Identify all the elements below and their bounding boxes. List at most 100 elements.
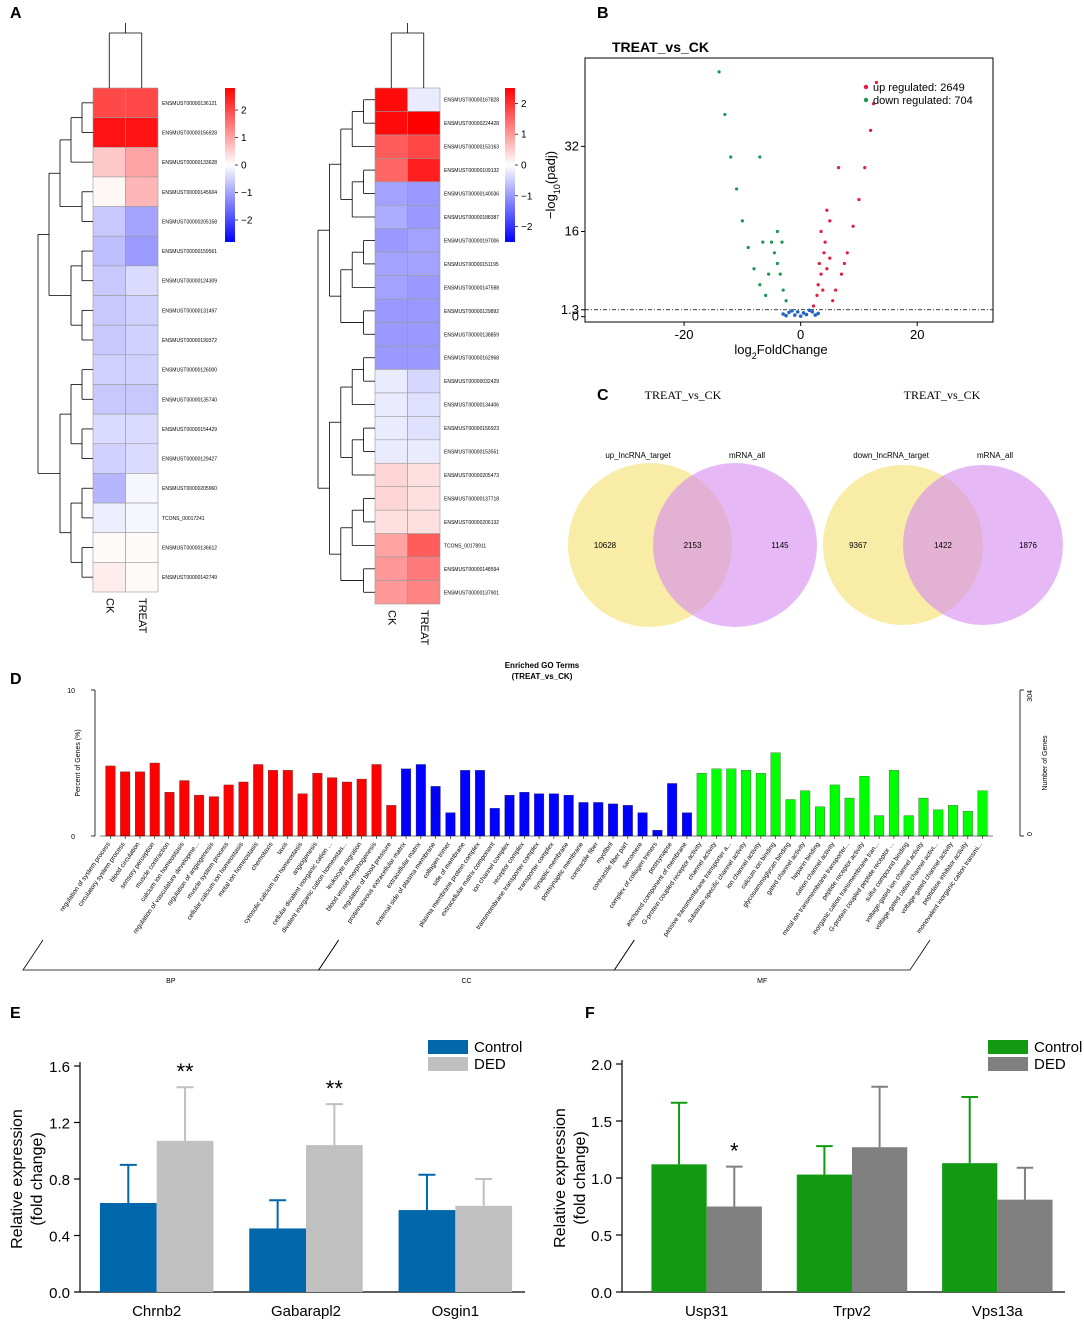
y-tick-label: 0.0 (49, 1285, 70, 1302)
color-tick-label: 0 (241, 161, 247, 172)
heatmap-cell (407, 533, 441, 558)
color-tick-label: −1 (521, 191, 533, 202)
bar (796, 1174, 852, 1292)
color-tick-label: −1 (241, 188, 253, 199)
bar (386, 805, 397, 837)
point (793, 313, 797, 317)
row-label: ENSMUST00000124309 (162, 279, 217, 285)
x-axis-label-part: log (734, 342, 751, 357)
legend-swatch (428, 1040, 468, 1054)
point (801, 311, 806, 315)
y-tick-label: 32 (565, 138, 579, 153)
y-axis-label: Relative expression (9, 1109, 26, 1249)
row-label: ENSMUST00000153551 (444, 450, 499, 456)
bar (741, 770, 752, 837)
heatmap-cell (374, 416, 408, 441)
heatmap-cell (407, 509, 441, 534)
plot-frame (584, 57, 994, 323)
bar (415, 764, 426, 837)
heatmap-cell (374, 509, 408, 534)
color-tick-label: −2 (241, 216, 253, 227)
point (795, 310, 800, 314)
y-axis-label: −log10(padj) (543, 151, 562, 219)
heatmap-cell (407, 134, 441, 159)
heatmap-cell (125, 502, 159, 534)
point (764, 293, 768, 297)
bar (829, 784, 840, 837)
bar (918, 797, 929, 837)
point (869, 128, 873, 132)
bar (398, 1210, 456, 1292)
bar (667, 783, 678, 837)
heatmap-cell (374, 462, 408, 488)
bar (430, 786, 441, 837)
y-tick-label: 2.0 (591, 1057, 612, 1074)
x-tick-label: -20 (675, 327, 694, 342)
heatmap-cell (125, 235, 159, 267)
point (758, 283, 762, 287)
x-axis-label-sub: 2 (752, 351, 757, 361)
row-label: ENSMUST00000199372 (162, 338, 217, 344)
heatmap-cell (125, 87, 159, 118)
bar (859, 775, 870, 837)
x-axis-label: log2FoldChange (734, 342, 827, 361)
bar (519, 792, 530, 837)
legend-marker (863, 97, 869, 103)
bar (306, 1145, 363, 1292)
heatmap-cell (407, 486, 441, 511)
y-tick-label: 0 (71, 834, 75, 841)
y-axis-label: Relative expression (552, 1108, 569, 1248)
legend-label: DED (474, 1056, 506, 1073)
x-axis-label-part: FoldChange (757, 342, 828, 357)
bar (238, 781, 249, 837)
heatmap-cell (374, 87, 408, 112)
chart-title: Enriched GO Terms (505, 661, 580, 670)
y-tick-label: 10 (67, 688, 75, 695)
heatmap-cell (407, 181, 441, 206)
heatmap-cell (125, 206, 159, 237)
color-tick-label: 0 (521, 161, 527, 172)
bar (327, 777, 338, 837)
x-tick-label: Osgin1 (432, 1303, 480, 1320)
heatmap-cell (374, 275, 408, 300)
set-label: mRNA_all (729, 451, 765, 460)
heatmap-cell (125, 146, 159, 178)
venn-title: TREAT_vs_CK (904, 388, 981, 402)
panel-label: F (585, 1005, 595, 1022)
heatmap-cell (92, 324, 126, 356)
row-label: ENSMUST00000137901 (444, 590, 499, 596)
bar (194, 794, 205, 837)
point (828, 256, 832, 260)
bar (800, 790, 811, 837)
bar (933, 809, 944, 837)
point (787, 310, 791, 315)
point (817, 261, 821, 266)
row-label: ENSMUST00000136121 (162, 101, 217, 107)
bar (475, 770, 485, 837)
bar (608, 803, 618, 837)
heatmap-cell (407, 228, 441, 253)
heatmap-cell (374, 322, 408, 347)
bar (948, 805, 958, 837)
y-axis-label: (fold change) (572, 1131, 589, 1224)
legend-swatch (988, 1057, 1028, 1071)
heatmap-cell (92, 413, 126, 445)
group-label: MF (757, 978, 767, 985)
color-tick-label: −2 (521, 222, 533, 233)
x-tick-label: Gabarapl2 (271, 1303, 341, 1320)
bar (164, 792, 175, 837)
bar (888, 770, 899, 837)
significance: ** (326, 1076, 344, 1101)
heatmap-cell (125, 384, 159, 415)
row-label: ENSMUST00000159561 (162, 249, 217, 255)
venn-count: 1422 (934, 541, 952, 550)
x-tick-label: Chrnb2 (132, 1303, 181, 1320)
heatmap-cell (407, 580, 441, 605)
point (813, 313, 818, 317)
bar (268, 770, 278, 837)
row-label: ENSMUST00000109132 (444, 168, 499, 174)
y-axis-label: (fold change) (29, 1132, 46, 1225)
heatmap-cell (407, 439, 441, 464)
row-label: ENSMUST00000140036 (444, 192, 499, 198)
point (775, 261, 779, 266)
